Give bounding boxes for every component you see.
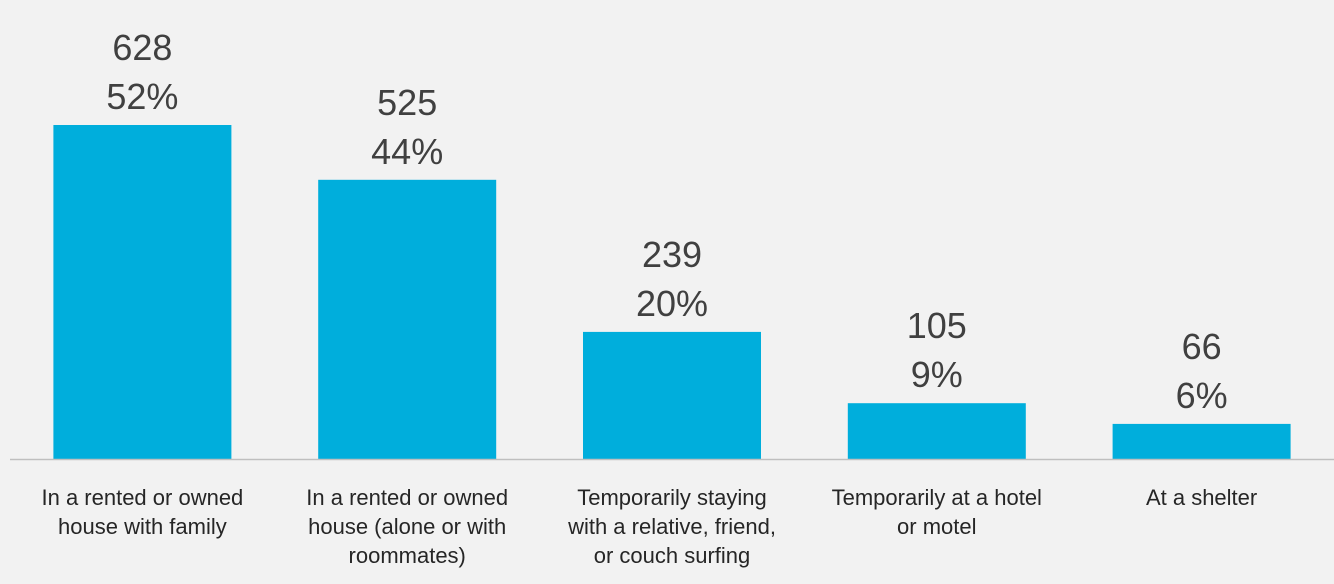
category-label-line: In a rented or owned [41,485,243,510]
bar-percent-label-5: 6% [1176,375,1228,416]
category-label-line: or motel [897,514,976,539]
bar-count-label-1: 628 [112,27,172,68]
bar-5 [1112,423,1291,459]
bar-1 [53,125,232,459]
category-label-5: At a shelter [1146,485,1257,510]
bar-count-label-5: 66 [1182,326,1222,367]
bar-4 [847,403,1026,459]
category-label-line: roommates) [349,543,466,568]
bar-percent-label-1: 52% [106,76,178,117]
category-label-4: Temporarily at a hotel or motel [832,485,1042,539]
category-label-line: with a relative, friend, [567,514,776,539]
bars-group [53,125,1291,460]
category-label-line: At a shelter [1146,485,1257,510]
category-label-3: Temporarily staying with a relative, frie… [567,485,776,568]
bar-count-label-4: 105 [907,305,967,346]
category-label-line: In a rented or owned [306,485,508,510]
category-label-line: house with family [58,514,227,539]
value-labels-group: 628 52% 525 44% 239 20% 105 9% 66 6% [106,27,1227,416]
bar-percent-label-4: 9% [911,354,963,395]
bar-count-label-2: 525 [377,82,437,123]
bar-3 [583,331,761,459]
bar-count-label-3: 239 [642,234,702,275]
bar-percent-label-3: 20% [636,283,708,324]
category-label-line: Temporarily at a hotel [832,485,1042,510]
bar-2 [318,179,497,460]
category-label-line: Temporarily staying [577,485,767,510]
category-labels-group: In a rented or owned house with familyIn … [41,485,1257,568]
category-label-2: In a rented or owned house (alone or with… [306,485,508,568]
category-label-line: or couch surfing [594,543,751,568]
category-label-1: In a rented or owned house with family [41,485,243,539]
category-label-line: house (alone or with [308,514,506,539]
bar-percent-label-2: 44% [371,131,443,172]
